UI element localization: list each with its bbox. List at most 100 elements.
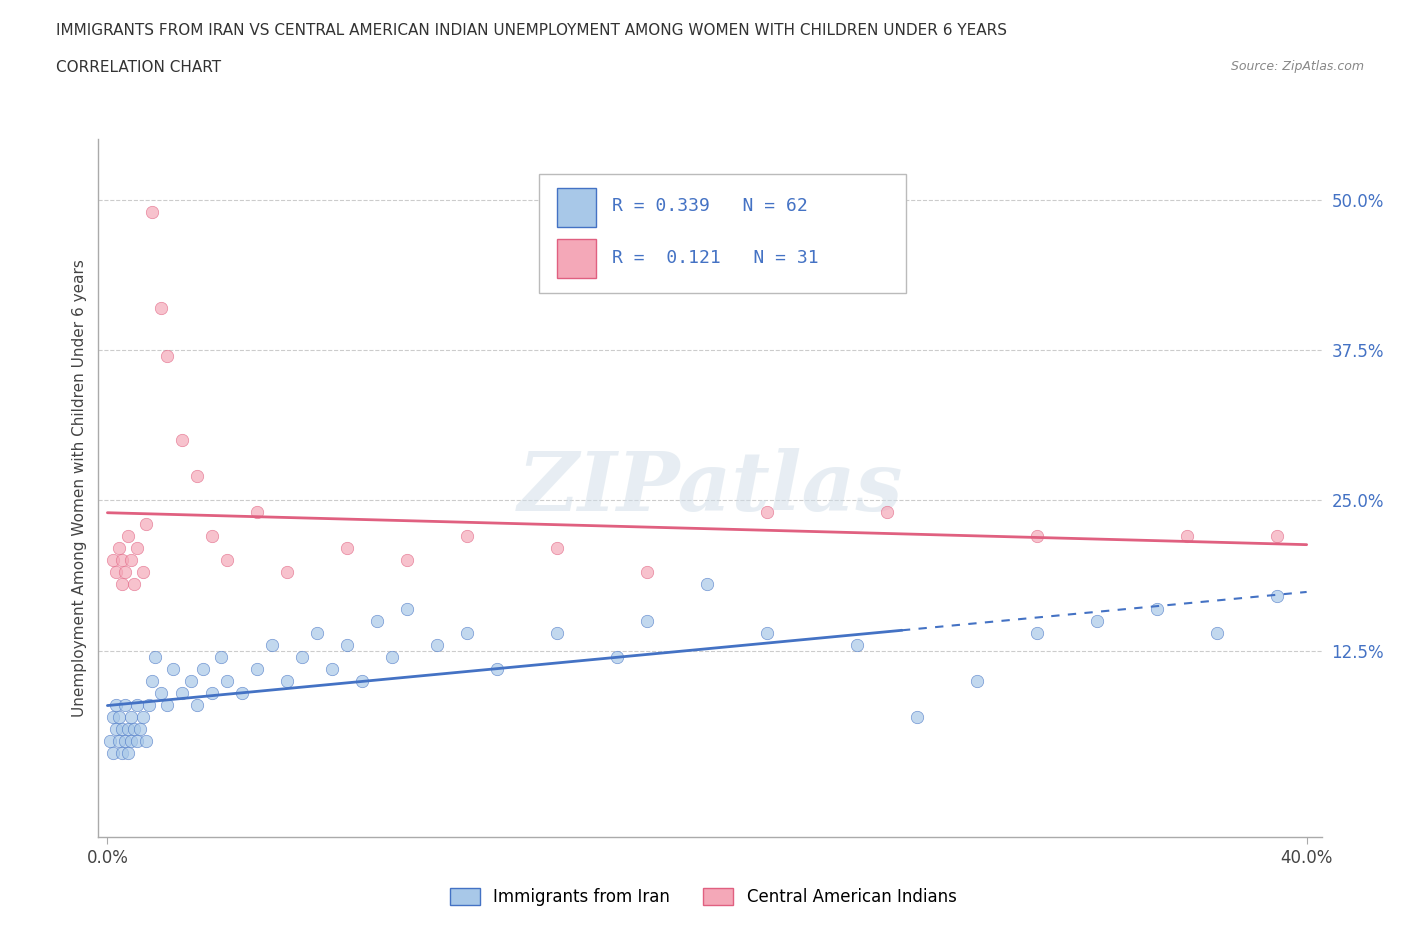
Text: R =  0.121   N = 31: R = 0.121 N = 31 [612,249,818,267]
Point [546,541,568,556]
Point [117,529,139,544]
Point [217,553,239,568]
Point [180,673,202,688]
Point [114,734,136,749]
Point [381,649,404,664]
Point [141,205,163,219]
Point [117,722,139,737]
Point [120,553,142,568]
Point [336,541,359,556]
Point [201,685,224,700]
Point [127,734,149,749]
Point [396,601,419,616]
Point [396,553,419,568]
Legend: Immigrants from Iran, Central American Indians: Immigrants from Iran, Central American I… [443,881,963,912]
Point [1205,625,1227,640]
Point [966,673,988,688]
Point [845,637,868,652]
Bar [557,188,596,227]
Point [150,300,173,315]
Point [1085,613,1108,628]
Point [1265,529,1288,544]
Point [145,649,167,664]
Point [120,710,142,724]
Point [1175,529,1198,544]
FancyBboxPatch shape [538,175,905,293]
Point [105,722,128,737]
Point [129,722,152,737]
Point [114,565,136,580]
Point [103,553,125,568]
Point [246,505,269,520]
Point [486,661,509,676]
Point [103,710,125,724]
Point [108,734,131,749]
Point [127,541,149,556]
Point [209,649,232,664]
Point [276,565,298,580]
Point [120,734,142,749]
Point [105,565,128,580]
Point [905,710,928,724]
Point [100,734,122,749]
Point [156,349,179,364]
Point [132,710,155,724]
Point [217,673,239,688]
Point [1146,601,1168,616]
Point [756,505,779,520]
Text: Source: ZipAtlas.com: Source: ZipAtlas.com [1230,60,1364,73]
Point [366,613,388,628]
Point [172,685,194,700]
Text: R = 0.339   N = 62: R = 0.339 N = 62 [612,197,808,216]
Text: ZIPatlas: ZIPatlas [517,448,903,528]
Point [138,698,160,712]
Point [456,625,478,640]
Point [352,673,374,688]
Point [150,685,173,700]
Bar [557,239,596,277]
Point [262,637,284,652]
Point [141,673,163,688]
Point [105,698,128,712]
Text: CORRELATION CHART: CORRELATION CHART [56,60,221,75]
Point [135,517,157,532]
Point [111,745,134,760]
Point [135,734,157,749]
Point [756,625,779,640]
Point [636,565,658,580]
Point [456,529,478,544]
Point [321,661,343,676]
Point [231,685,253,700]
Point [193,661,215,676]
Point [162,661,184,676]
Point [172,432,194,447]
Y-axis label: Unemployment Among Women with Children Under 6 years: Unemployment Among Women with Children U… [72,259,87,717]
Point [124,722,146,737]
Point [426,637,449,652]
Point [291,649,314,664]
Point [1265,589,1288,604]
Point [114,698,136,712]
Point [186,698,208,712]
Point [127,698,149,712]
Point [111,577,134,591]
Point [186,469,208,484]
Point [336,637,359,652]
Point [132,565,155,580]
Point [1025,625,1047,640]
Point [111,553,134,568]
Point [1025,529,1047,544]
Point [246,661,269,676]
Point [117,745,139,760]
Point [108,710,131,724]
Point [108,541,131,556]
Point [606,649,628,664]
Point [876,505,898,520]
Point [546,625,568,640]
Text: IMMIGRANTS FROM IRAN VS CENTRAL AMERICAN INDIAN UNEMPLOYMENT AMONG WOMEN WITH CH: IMMIGRANTS FROM IRAN VS CENTRAL AMERICAN… [56,23,1007,38]
Point [156,698,179,712]
Point [307,625,329,640]
Point [276,673,298,688]
Point [103,745,125,760]
Point [201,529,224,544]
